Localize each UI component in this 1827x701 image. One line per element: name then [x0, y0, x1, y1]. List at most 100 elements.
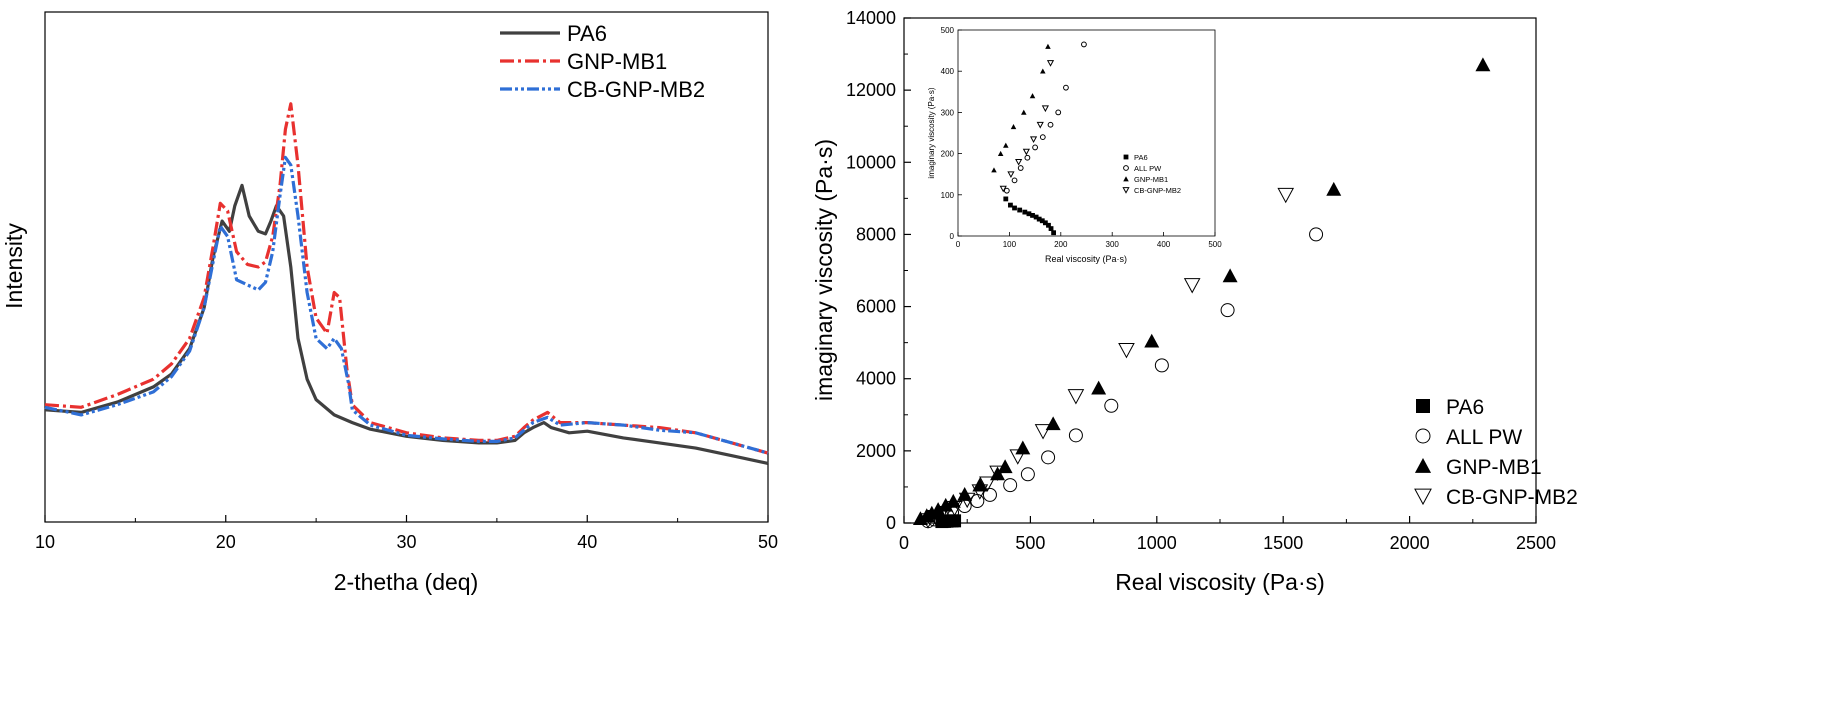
viscosity-point — [938, 497, 954, 512]
inset-chart: 0 100 200 300 400 500 0 100 200 300 400 500 Real vi… — [927, 26, 1222, 264]
viscosity-legend-label: ALL PW — [1446, 426, 1522, 449]
inset-y-tick-label: 0 — [950, 232, 955, 241]
inset-point — [991, 167, 997, 173]
inset-point — [1011, 177, 1018, 184]
inset-legend-marker — [1123, 176, 1129, 182]
inset-point — [1039, 218, 1045, 224]
inset-point — [1039, 134, 1046, 141]
viscosity-point — [1068, 428, 1083, 443]
viscosity-point — [1144, 333, 1160, 348]
xrd-legend-label: CB-GNP-MB2 — [567, 77, 705, 102]
xrd-series-line — [44, 155, 769, 455]
viscosity-y-tick-label: 8000 — [856, 224, 896, 244]
viscosity-point — [1326, 181, 1342, 196]
inset-point — [1022, 209, 1028, 215]
viscosity-point — [924, 505, 940, 520]
inset-legend-marker — [1123, 154, 1129, 160]
viscosity-chart: 0 500 1000 1500 2000 250002000400060008000100… — [811, 8, 1578, 595]
viscosity-point — [1009, 449, 1027, 465]
viscosity-point — [1154, 358, 1169, 373]
viscosity-legend: PA6 ALL PW GNP-MB1 CB-GNP-MB2 — [1414, 396, 1578, 509]
viscosity-y-tick-label: 6000 — [856, 297, 896, 317]
inset-point — [1015, 158, 1023, 166]
viscosity-legend-label: PA6 — [1446, 396, 1484, 419]
viscosity-y-axis-label: imaginary viscosity (Pa·s) — [811, 139, 837, 401]
xrd-legend-label: PA6 — [567, 21, 607, 46]
inset-point — [1003, 187, 1010, 194]
inset-point — [1024, 154, 1031, 161]
inset-point — [1003, 196, 1009, 202]
viscosity-point — [971, 484, 989, 500]
inset-y-tick-label: 200 — [941, 150, 955, 159]
inset-point — [997, 150, 1004, 156]
inset-point — [1008, 202, 1013, 208]
inset-point — [1012, 205, 1017, 211]
viscosity-point — [1015, 440, 1031, 455]
inset-x-tick-label: 100 — [1003, 240, 1017, 249]
inset-point — [1055, 109, 1062, 116]
inset-point — [1032, 144, 1038, 151]
inset-y-tick-label: 300 — [941, 108, 955, 117]
viscosity-x-axis-label: Real viscosity (Pa·s) — [1115, 569, 1325, 595]
viscosity-y-tick-label: 10000 — [846, 152, 896, 172]
viscosity-legend-marker — [1415, 428, 1431, 444]
inset-point — [1010, 124, 1017, 130]
inset-point — [999, 185, 1007, 193]
viscosity-x-tick-label: 1000 — [1137, 533, 1177, 553]
viscosity-point — [1003, 478, 1018, 493]
viscosity-point — [1041, 450, 1056, 465]
inset-y-axis-label: imaginary viscosity (Pa·s) — [927, 87, 936, 178]
viscosity-point — [1277, 187, 1295, 204]
xrd-x-tick-label: 40 — [577, 532, 597, 552]
viscosity-point — [979, 476, 996, 492]
viscosity-y-tick-label: 0 — [886, 513, 896, 533]
inset-point — [1017, 207, 1023, 213]
viscosity-point — [945, 493, 961, 508]
inset-point — [1045, 43, 1051, 49]
viscosity-y-tick-label: 14000 — [846, 8, 896, 28]
inset-point — [1051, 230, 1057, 236]
inset-point — [1021, 109, 1027, 115]
xrd-series-line — [44, 183, 769, 465]
xrd-x-axis-label: 2-thetha (deq) — [334, 569, 478, 595]
viscosity-legend-marker — [1414, 457, 1432, 473]
inset-point — [1046, 222, 1051, 228]
viscosity-point — [946, 500, 963, 517]
viscosity-point — [1091, 380, 1107, 395]
viscosity-point — [936, 506, 953, 522]
inset-point — [1003, 142, 1009, 148]
inset-background — [958, 30, 1215, 236]
inset-point — [1036, 216, 1042, 222]
viscosity-x-tick-label: 1500 — [1263, 533, 1303, 553]
viscosity-point — [989, 465, 1006, 482]
viscosity-x-tick-label: 500 — [1015, 533, 1045, 553]
inset-point — [1029, 136, 1038, 143]
inset-x-tick-label: 500 — [1208, 240, 1222, 249]
inset-point — [1033, 214, 1039, 220]
xrd-legend-label: GNP-MB1 — [567, 49, 667, 74]
inset-legend-marker — [1122, 187, 1130, 194]
viscosity-point — [1067, 389, 1085, 405]
xrd-x-tick-label: 20 — [216, 532, 236, 552]
viscosity-point — [1020, 467, 1035, 482]
inset-point — [1017, 165, 1024, 171]
inset-point — [1081, 41, 1087, 48]
viscosity-legend-label: CB-GNP-MB2 — [1446, 486, 1578, 509]
inset-x-tick-label: 0 — [956, 240, 961, 249]
xrd-x-tick-label: 10 — [35, 532, 55, 552]
inset-x-tick-label: 400 — [1157, 240, 1171, 249]
viscosity-y-tick-label: 12000 — [846, 80, 896, 100]
xrd-x-tick-label: 50 — [758, 532, 778, 552]
inset-point — [1047, 121, 1054, 128]
inset-point — [1048, 226, 1054, 231]
inset-point — [1022, 148, 1030, 156]
inset-point — [1007, 171, 1015, 179]
viscosity-point — [927, 510, 944, 526]
inset-y-tick-label: 100 — [941, 191, 955, 200]
inset-point — [1030, 213, 1035, 218]
viscosity-legend-marker — [1416, 399, 1430, 413]
xrd-legend: PA6 GNP-MB1 CB-GNP-MB2 — [500, 21, 705, 102]
viscosity-x-tick-label: 2000 — [1390, 533, 1430, 553]
inset-legend-label: GNP-MB1 — [1134, 175, 1168, 184]
